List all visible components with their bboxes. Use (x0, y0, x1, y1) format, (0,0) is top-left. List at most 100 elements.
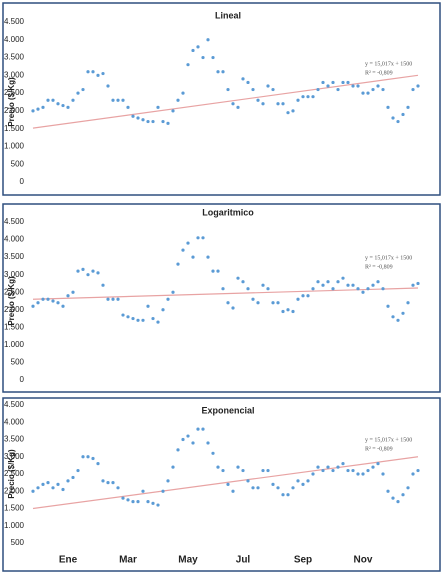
data-point (411, 87, 415, 92)
data-point (361, 290, 365, 294)
data-point (216, 269, 220, 273)
data-point (386, 489, 390, 493)
data-point (251, 486, 255, 490)
y-tick-label: 1.500 (4, 124, 25, 133)
data-point (31, 109, 35, 113)
data-point (146, 500, 150, 504)
data-point (96, 271, 100, 275)
data-point (266, 84, 270, 88)
data-point (266, 287, 270, 291)
data-point (141, 118, 145, 122)
data-point (231, 102, 235, 106)
trend-equation: y = 15,017x + 1500 (365, 255, 412, 261)
y-tick-label: 500 (11, 538, 25, 547)
data-point (176, 448, 180, 452)
data-point (356, 84, 360, 88)
y-tick-label: 500 (11, 358, 25, 367)
data-point (376, 280, 380, 284)
data-point (231, 306, 235, 310)
data-point (136, 116, 140, 120)
data-point (201, 427, 205, 431)
data-point (61, 103, 65, 108)
y-tick-label: 0 (20, 375, 25, 384)
data-point (66, 105, 70, 109)
data-point (326, 84, 330, 88)
data-point (206, 441, 210, 445)
data-point (111, 98, 115, 102)
data-point (126, 315, 130, 319)
y-tick-label: 2.500 (4, 287, 25, 296)
trend-equation: R² = -0,809 (365, 264, 393, 270)
data-point (311, 287, 315, 291)
data-point (271, 301, 275, 305)
data-point (181, 248, 185, 252)
x-tick-label: Sep (294, 555, 312, 566)
data-point (401, 311, 405, 315)
data-point (406, 486, 410, 490)
data-point (271, 482, 275, 486)
y-tick-label: 2.000 (4, 305, 25, 314)
data-point (211, 269, 215, 273)
data-point (101, 283, 105, 287)
data-point (31, 304, 35, 308)
data-point (261, 102, 265, 106)
data-point (301, 482, 305, 486)
data-point (261, 468, 265, 473)
y-tick-label: 1.500 (4, 322, 25, 331)
data-point (271, 87, 275, 92)
data-point (316, 87, 320, 92)
data-point (296, 98, 300, 102)
data-point (171, 109, 175, 113)
data-point (181, 437, 185, 442)
data-point (36, 301, 40, 305)
data-point (231, 489, 235, 493)
data-point (166, 121, 170, 125)
y-axis-label: Precio ($/Kg) (7, 449, 16, 499)
trend-equation: y = 15,017x + 1500 (365, 437, 412, 443)
data-point (76, 269, 80, 273)
x-tick-label: Ene (59, 555, 78, 566)
data-point (46, 98, 50, 102)
data-point (386, 105, 390, 109)
data-point (321, 80, 325, 85)
data-point (376, 84, 380, 88)
x-tick-label: Jul (236, 555, 251, 566)
data-point (361, 472, 365, 476)
data-point (56, 482, 60, 486)
data-point (251, 297, 255, 301)
data-point (196, 45, 200, 49)
data-point (311, 95, 315, 99)
data-point (256, 486, 260, 490)
data-point (156, 503, 160, 507)
data-point (276, 102, 280, 106)
data-point (121, 496, 125, 500)
data-point (181, 91, 185, 95)
y-tick-label: 3.000 (4, 270, 25, 279)
data-point (166, 479, 170, 483)
y-tick-label: 4.500 (4, 217, 25, 226)
data-point (286, 308, 290, 312)
data-point (416, 468, 420, 473)
data-point (311, 472, 315, 476)
data-point (151, 316, 155, 321)
data-point (201, 236, 205, 240)
data-point (366, 468, 370, 473)
data-point (136, 318, 140, 322)
data-point (36, 486, 40, 490)
data-point (316, 465, 320, 469)
data-point (81, 267, 85, 271)
data-point (381, 287, 385, 291)
chart-title: Logaritmico (202, 207, 254, 217)
data-point (61, 487, 65, 492)
data-point (81, 455, 85, 459)
data-point (321, 283, 325, 287)
trendline (32, 456, 419, 510)
y-tick-label: 4.000 (4, 235, 25, 244)
data-point (246, 479, 250, 483)
data-point (226, 301, 230, 305)
data-point (391, 116, 395, 120)
y-tick-label: 4.000 (4, 35, 25, 44)
data-point (111, 481, 115, 485)
data-point (346, 80, 350, 85)
data-point (171, 465, 175, 469)
